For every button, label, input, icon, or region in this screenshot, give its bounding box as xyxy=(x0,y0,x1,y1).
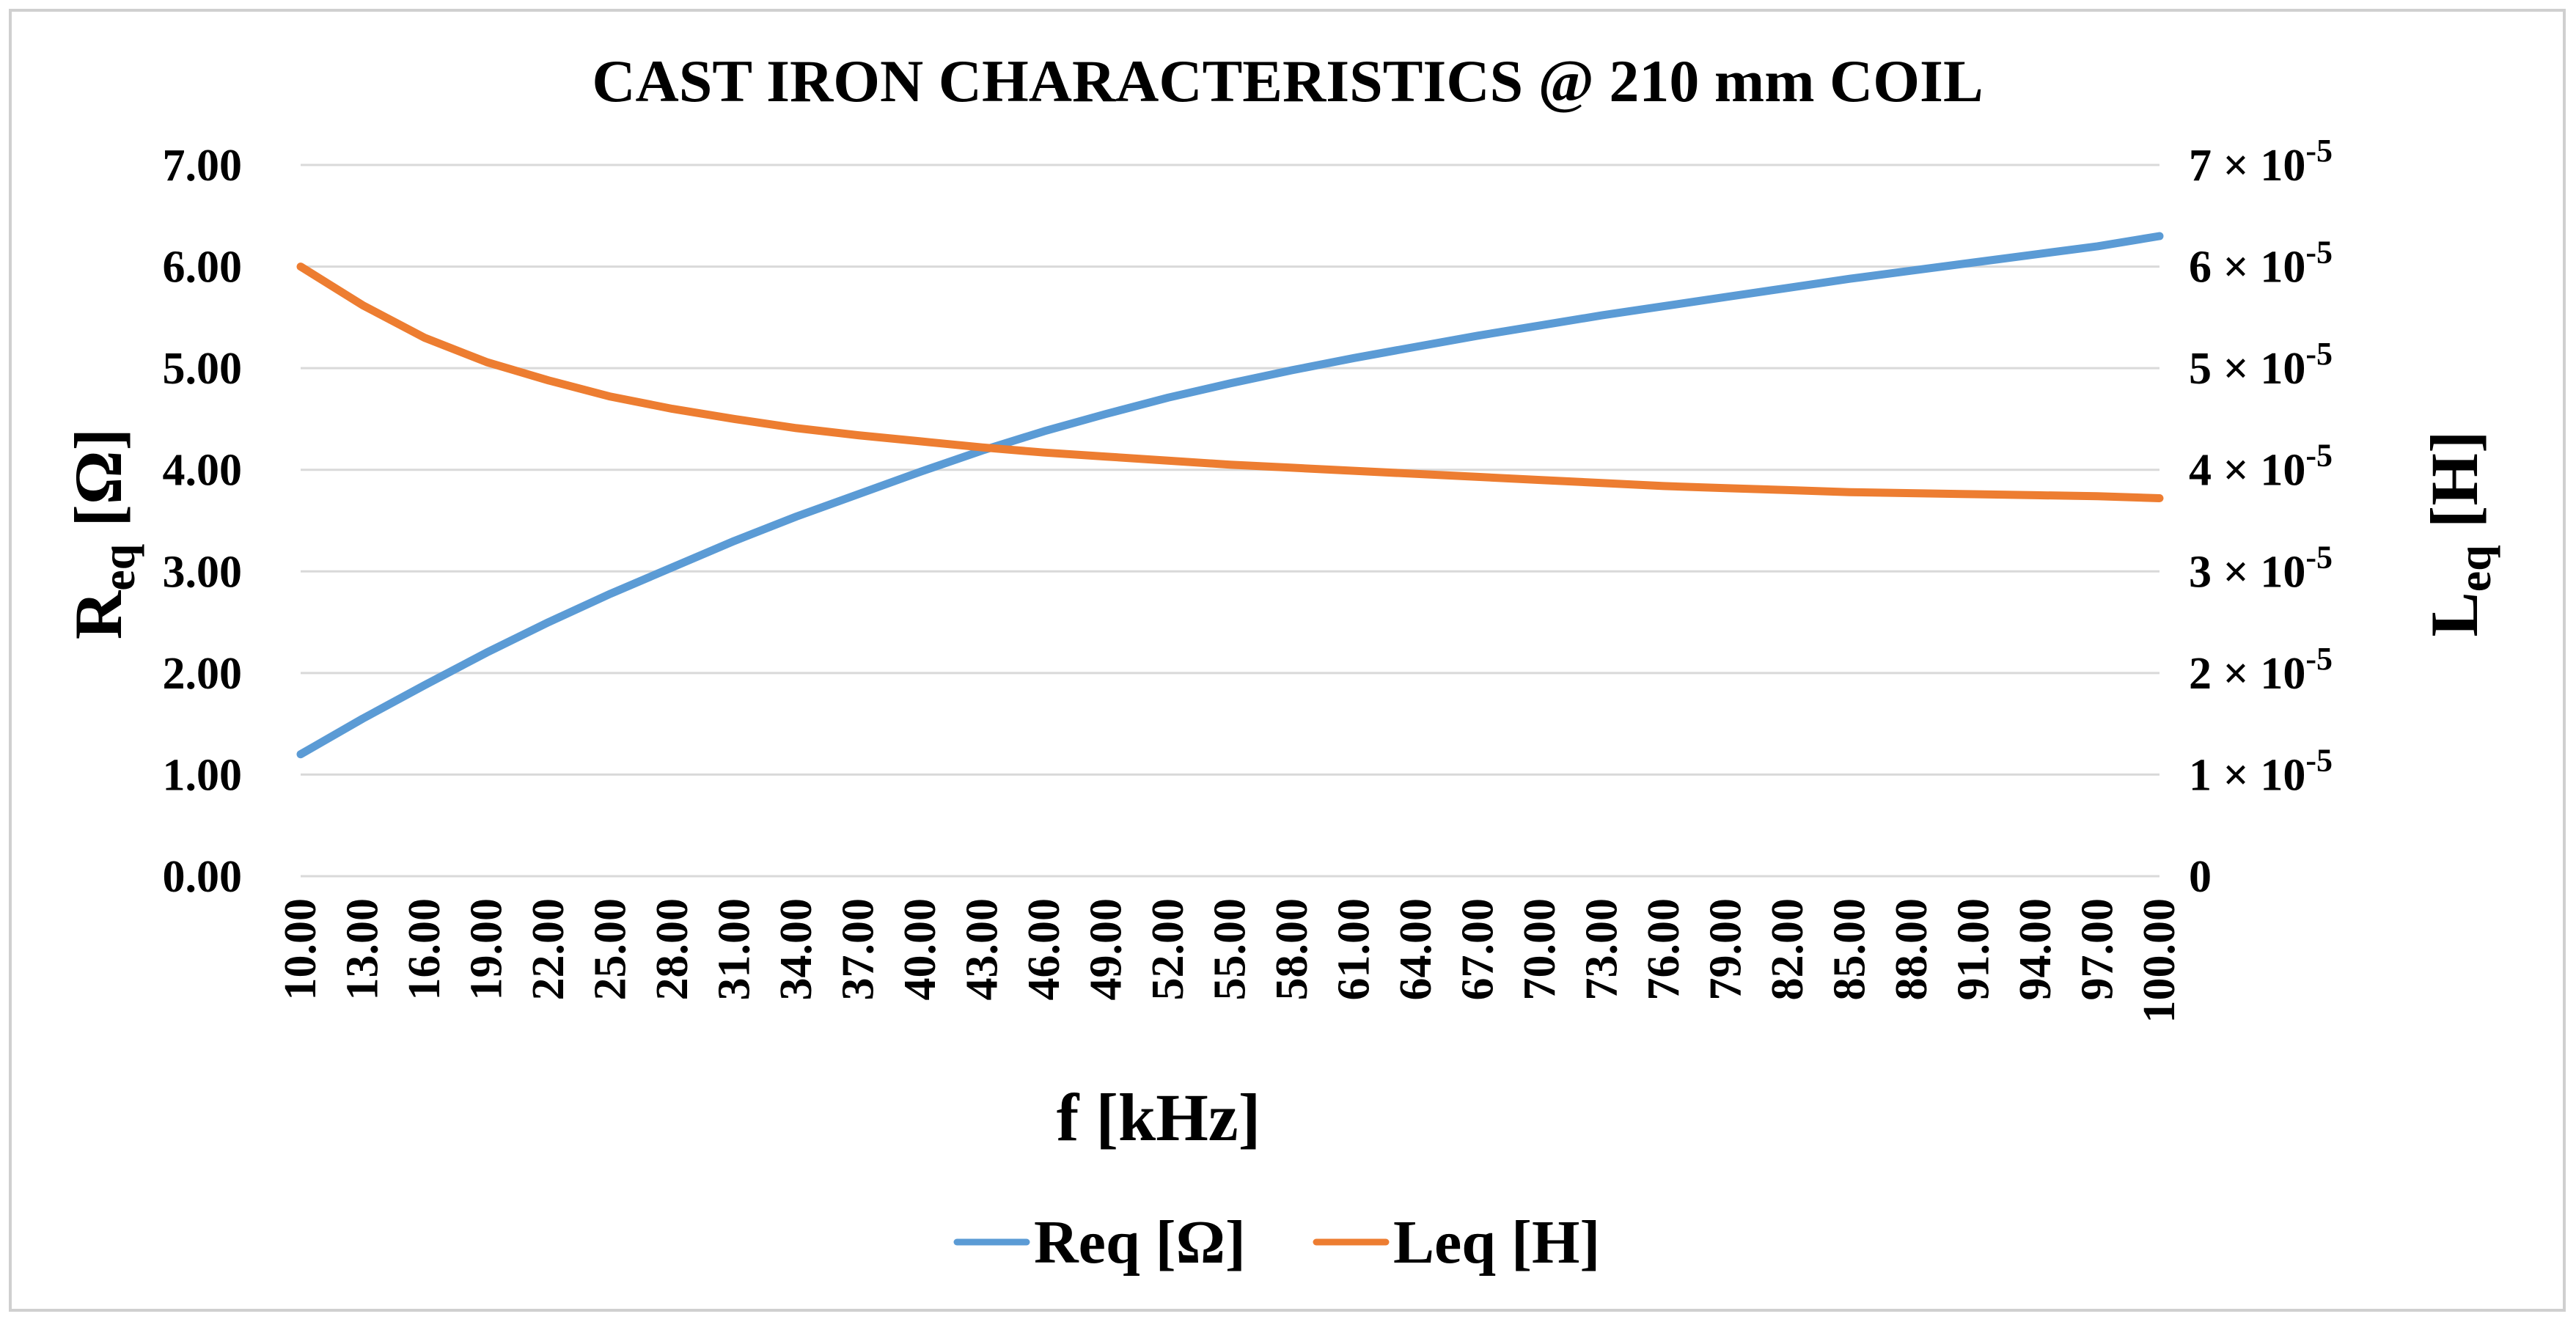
x-tick-label: 22.00 xyxy=(524,898,573,1001)
x-tick-label: 85.00 xyxy=(1825,898,1875,1001)
legend-label-req: Req [Ω] xyxy=(1034,1208,1246,1277)
x-tick-label: 37.00 xyxy=(834,898,884,1001)
y2-tick-label: 3 × 10-5 xyxy=(2189,539,2333,597)
series-lines xyxy=(296,232,2164,759)
x-tick-label: 46.00 xyxy=(1019,898,1069,1001)
x-tick-label: 19.00 xyxy=(462,898,512,1001)
x-tick-label: 43.00 xyxy=(958,898,1008,1001)
y-tick-label: 0.00 xyxy=(163,852,243,902)
x-tick-label: 70.00 xyxy=(1515,898,1565,1001)
x-tick-label: 67.00 xyxy=(1453,898,1503,1001)
y2-tick-label: 1 × 10-5 xyxy=(2189,742,2333,800)
y-tick-label: 4.00 xyxy=(163,446,243,496)
legend: Req [Ω] Leq [H] xyxy=(953,1208,1600,1277)
y-tick-label: 7.00 xyxy=(163,141,243,191)
x-tick-label: 64.00 xyxy=(1391,898,1441,1001)
y-axis-right-ticks: 0 1 × 10-5 2 × 10-5 3 × 10-5 4 × 10-5 5 × 10-… xyxy=(2189,133,2333,902)
y-tick-label: 2.00 xyxy=(163,649,243,699)
series-line-leq xyxy=(296,262,2164,502)
y-tick-label: 6.00 xyxy=(163,243,243,293)
chart-frame xyxy=(9,9,2566,1312)
x-tick-label: 52.00 xyxy=(1143,898,1193,1001)
x-tick-label: 34.00 xyxy=(771,898,821,1001)
y2-tick-label: 6 × 10-5 xyxy=(2189,235,2333,293)
x-tick-label: 55.00 xyxy=(1206,898,1255,1001)
x-tick-label: 10.00 xyxy=(276,898,326,1001)
x-tick-label: 31.00 xyxy=(710,898,760,1001)
y2-tick-label: 5 × 10-5 xyxy=(2189,336,2333,394)
x-axis-label: f [kHz] xyxy=(1057,1080,1261,1155)
chart-title: CAST IRON CHARACTERISTICS @ 210 mm COIL xyxy=(592,48,1983,114)
x-tick-label: 82.00 xyxy=(1763,898,1813,1001)
y2-tick-label: 2 × 10-5 xyxy=(2189,641,2333,699)
x-tick-label: 79.00 xyxy=(1701,898,1751,1001)
x-tick-label: 94.00 xyxy=(2011,898,2061,1001)
x-tick-label: 76.00 xyxy=(1639,898,1689,1001)
legend-label-leq: Leq [H] xyxy=(1393,1208,1600,1277)
x-tick-label: 88.00 xyxy=(1887,898,1937,1001)
x-tick-label: 13.00 xyxy=(338,898,388,1001)
y2-tick-label: 7 × 10-5 xyxy=(2189,133,2333,191)
x-tick-label: 97.00 xyxy=(2073,898,2123,1001)
x-tick-label: 100.00 xyxy=(2135,898,2184,1024)
x-tick-label: 49.00 xyxy=(1082,898,1131,1001)
x-axis-ticks: 10.00 13.00 16.00 19.00 22.00 25.00 28.00 31.00… xyxy=(276,898,2184,1024)
x-tick-label: 28.00 xyxy=(647,898,697,1001)
x-tick-label: 40.00 xyxy=(895,898,945,1001)
y-tick-label: 1.00 xyxy=(163,750,243,800)
x-tick-label: 61.00 xyxy=(1329,898,1379,1001)
x-tick-label: 73.00 xyxy=(1577,898,1627,1001)
y-tick-label: 3.00 xyxy=(163,547,243,597)
series-line-req xyxy=(296,232,2164,759)
y2-tick-label: 0 xyxy=(2189,852,2212,902)
y-tick-label: 5.00 xyxy=(163,344,243,394)
x-tick-label: 16.00 xyxy=(400,898,449,1001)
x-tick-label: 58.00 xyxy=(1267,898,1317,1001)
x-tick-label: 91.00 xyxy=(1949,898,1999,1001)
gridlines xyxy=(301,164,2159,878)
y-axis-right-label: Leq [H] xyxy=(2417,430,2500,636)
y-axis-left-ticks: 0.00 1.00 2.00 3.00 4.00 5.00 6.00 7.00 xyxy=(163,141,243,902)
y-axis-left-label: Req [Ω] xyxy=(61,428,144,639)
x-tick-label: 25.00 xyxy=(586,898,636,1001)
y2-tick-label: 4 × 10-5 xyxy=(2189,438,2333,496)
